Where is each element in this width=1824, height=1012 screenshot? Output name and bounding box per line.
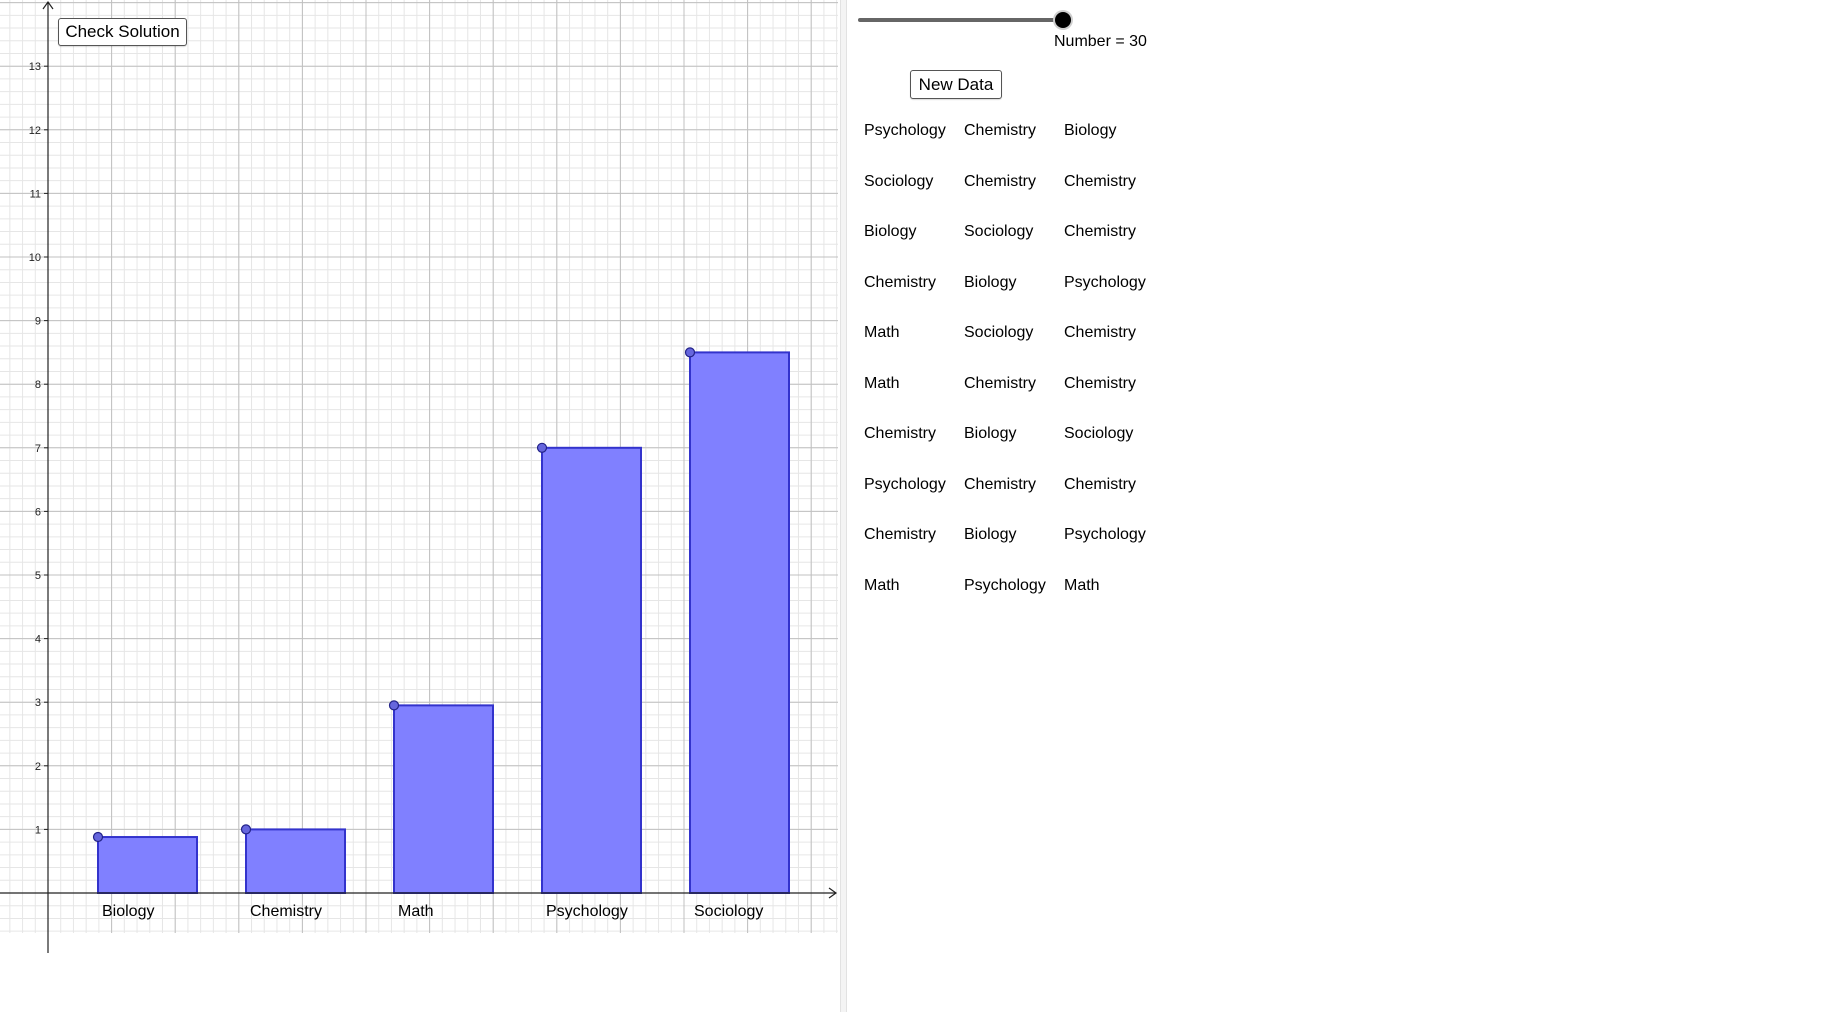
data-cell: Biology	[964, 273, 1017, 291]
data-cell: Biology	[964, 425, 1017, 442]
data-cell: Chemistry	[1064, 374, 1137, 392]
data-cell: Sociology	[1064, 425, 1134, 442]
number-slider-label: Number = 30	[1054, 33, 1147, 50]
y-tick-label: 12	[29, 125, 41, 137]
data-cell: Biology	[1064, 122, 1117, 139]
data-cell: Chemistry	[964, 475, 1037, 493]
y-tick-label: 7	[35, 443, 41, 455]
data-cell: Sociology	[964, 324, 1034, 341]
data-cell: Chemistry	[1064, 172, 1137, 190]
check-solution-button[interactable]: Check Solution	[58, 18, 187, 46]
y-tick-label: 8	[35, 379, 41, 391]
bar-height-handle[interactable]	[684, 347, 696, 358]
data-cell: Psychology	[864, 122, 946, 139]
bar-height-handle[interactable]	[536, 442, 548, 453]
graphics-view[interactable]: 1 2 3 4 5 6 7 8 9 10 11 12 13 Biology Chemistry Math Psy…	[0, 0, 838, 1012]
data-cell: Biology	[864, 223, 917, 240]
y-tick-label: 2	[35, 761, 41, 773]
category-label: Math	[398, 903, 434, 920]
bar-sociology	[689, 351, 790, 894]
data-cell: Chemistry	[1064, 475, 1137, 493]
y-tick-label: 13	[29, 61, 41, 73]
data-cell: Sociology	[964, 223, 1034, 240]
y-tick-label: 11	[30, 188, 41, 200]
y-tick-label: 4	[35, 634, 41, 646]
axes	[0, 0, 838, 953]
data-cell: Chemistry	[964, 374, 1037, 392]
category-label: Biology	[102, 903, 154, 920]
y-tick-label: 5	[35, 570, 41, 582]
category-label: Sociology	[694, 903, 763, 920]
data-cell: Sociology	[864, 172, 934, 190]
bar-chemistry	[245, 828, 346, 895]
category-label: Chemistry	[250, 903, 322, 920]
data-cell: Biology	[964, 526, 1017, 543]
data-cell: Math	[864, 374, 900, 392]
bar-height-handle[interactable]	[388, 700, 400, 711]
data-cell: Psychology	[1064, 273, 1146, 291]
data-cell: Chemistry	[1064, 324, 1137, 341]
data-cell: Psychology	[1064, 526, 1146, 543]
data-cell: Chemistry	[1064, 223, 1137, 240]
data-cell: Chemistry	[864, 273, 937, 291]
data-cell: Math	[864, 324, 900, 341]
y-tick-label: 9	[35, 316, 41, 328]
number-slider-track[interactable]	[858, 18, 1064, 22]
y-tick-label: 1	[35, 824, 41, 836]
y-tick-label: 6	[35, 506, 41, 518]
bar-biology	[97, 836, 198, 894]
data-cell: Psychology	[864, 475, 946, 493]
y-tick-label: 10	[29, 252, 41, 264]
bar-height-handle[interactable]	[240, 824, 252, 835]
bar-math	[393, 704, 494, 894]
data-cell: Chemistry	[864, 425, 937, 442]
data-cell: Chemistry	[864, 526, 937, 543]
category-label: Psychology	[546, 903, 628, 920]
data-cell: Chemistry	[964, 122, 1037, 139]
data-cell: Psychology	[964, 576, 1046, 594]
y-tick-label: 3	[35, 697, 41, 709]
new-data-button[interactable]: New Data	[910, 70, 1002, 99]
data-cell: Math	[1064, 576, 1100, 594]
data-cell: Chemistry	[964, 172, 1037, 190]
view-divider[interactable]	[840, 0, 847, 1012]
number-slider-handle[interactable]	[1055, 12, 1071, 28]
bar-psychology	[541, 446, 642, 894]
bar-height-handle[interactable]	[92, 831, 104, 843]
data-cell: Math	[864, 576, 900, 594]
